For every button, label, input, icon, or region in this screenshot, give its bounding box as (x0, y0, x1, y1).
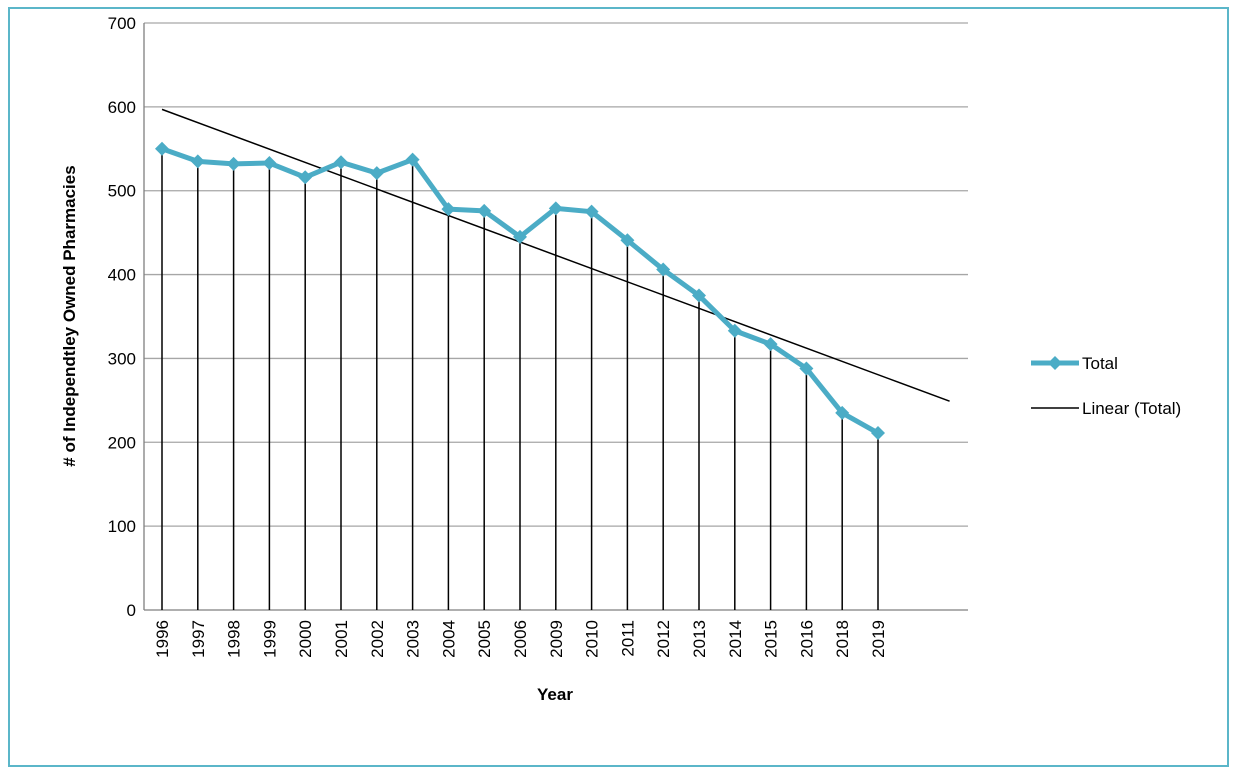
x-tick-label: 2009 (547, 620, 566, 658)
data-point (656, 262, 671, 277)
x-tick-label: 2000 (296, 620, 315, 658)
y-tick-label: 500 (108, 182, 136, 201)
data-point (548, 201, 563, 216)
x-tick-label: 2004 (439, 620, 458, 658)
data-point (298, 170, 313, 185)
data-point (513, 229, 527, 244)
data-point (477, 203, 492, 218)
drop-lines (161, 148, 879, 610)
data-point (405, 152, 420, 167)
x-tick-label: 2014 (726, 620, 745, 658)
x-tick-label: 2003 (404, 620, 423, 658)
x-tick-label: 2001 (332, 620, 351, 658)
x-tick-label: 2019 (869, 620, 888, 658)
y-tick-label: 600 (108, 98, 136, 117)
legend-linear-label: Linear (Total) (1082, 399, 1181, 418)
data-point (835, 405, 850, 420)
data-point (692, 288, 706, 303)
x-tick-label: 2013 (690, 620, 709, 658)
x-tick-label: 1998 (225, 620, 244, 658)
data-point (620, 233, 635, 248)
data-point (763, 337, 778, 352)
y-tick-label: 700 (108, 14, 136, 33)
y-axis-title: # of Independtley Owned Pharmacies (60, 165, 79, 466)
data-point (190, 154, 205, 169)
data-point (441, 202, 456, 217)
x-tick-label: 2011 (618, 620, 637, 657)
legend: Total Linear (Total) (1031, 354, 1181, 418)
data-point (584, 204, 599, 219)
data-point (799, 361, 814, 376)
x-tick-label: 2010 (583, 620, 602, 658)
x-tick-label: 2015 (762, 620, 781, 658)
y-tick-label: 400 (108, 266, 136, 285)
data-point (369, 166, 384, 181)
series-group (155, 141, 885, 441)
data-point (334, 155, 348, 170)
data-point (226, 156, 241, 171)
x-axis-ticks: 1996 1997 1998 1999 2000 2001 2002 2003 2004 2005… (153, 620, 888, 658)
y-axis-ticks: 0 100 200 300 400 500 600 700 (108, 14, 136, 620)
x-tick-label: 2016 (797, 620, 816, 658)
trendline-group (161, 108, 950, 402)
data-point (155, 141, 169, 156)
x-tick-label: 2018 (833, 620, 852, 658)
data-point (262, 156, 277, 171)
y-tick-label: 0 (127, 601, 136, 620)
x-tick-label: 2002 (368, 620, 387, 658)
trendline (161, 108, 950, 402)
legend-total-marker (1048, 356, 1062, 370)
legend-total-label: Total (1082, 354, 1118, 373)
data-point (871, 426, 885, 441)
x-axis-title: Year (537, 685, 573, 704)
data-point (727, 323, 742, 338)
x-tick-label: 2005 (475, 620, 494, 658)
y-tick-label: 300 (108, 349, 136, 368)
x-tick-label: 2006 (511, 620, 530, 658)
x-tick-label: 1997 (189, 620, 208, 658)
y-tick-label: 100 (108, 517, 136, 536)
gridlines (143, 22, 968, 611)
y-tick-label: 200 (108, 433, 136, 452)
x-tick-label: 1996 (153, 620, 172, 658)
x-tick-label: 1999 (260, 620, 279, 658)
x-tick-label: 2012 (654, 620, 673, 658)
